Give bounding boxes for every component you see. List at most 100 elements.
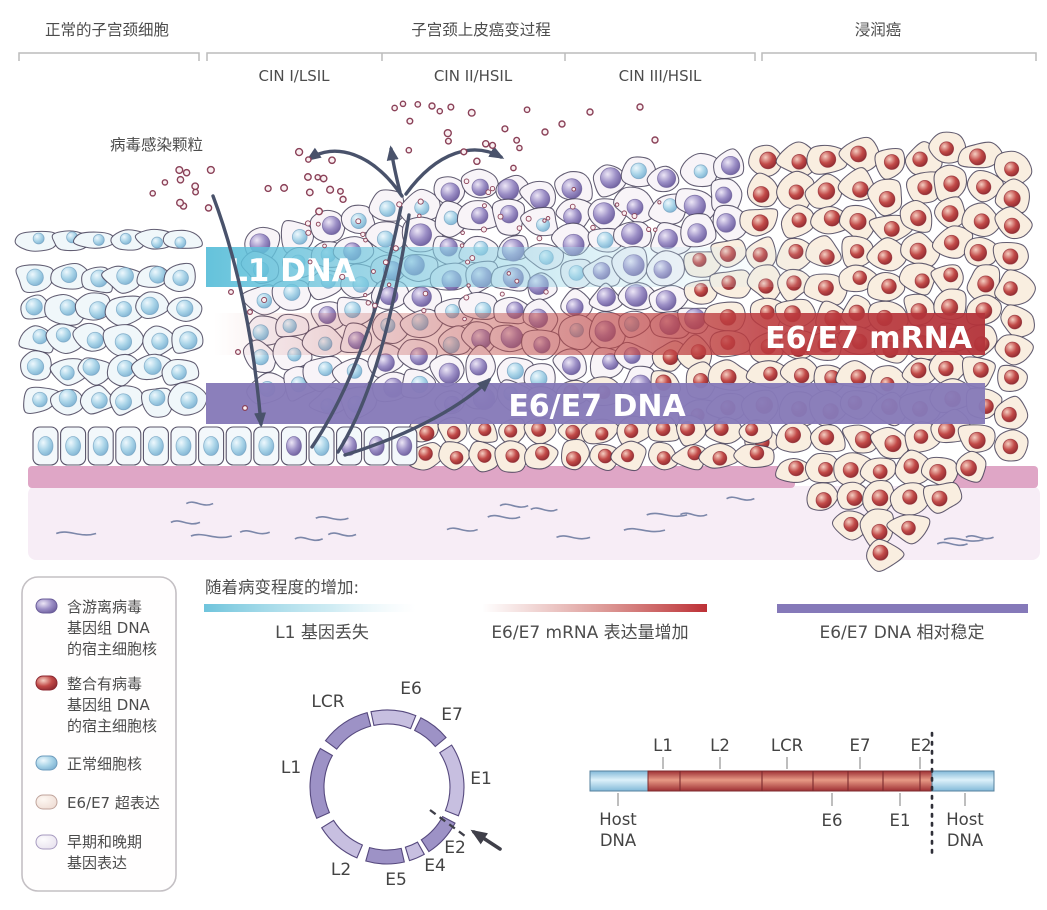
cell-nucleus [818,461,834,477]
cell-nucleus [58,388,78,408]
stroma-fiber [315,515,349,521]
cell-nucleus [32,391,48,408]
virus-particle [360,231,366,237]
cell-nucleus [478,422,492,437]
cell-nucleus [443,210,459,226]
virus-particle [558,120,566,128]
bracket-invasive [761,52,1037,61]
cell-nucleus [901,520,916,536]
cell-nucleus [850,145,867,163]
cell-nucleus [59,299,77,316]
cell-nucleus [258,436,275,456]
cell-nucleus [624,284,648,307]
cell-nucleus [852,181,869,198]
cell-nucleus [285,436,302,456]
legend-item-label: E6/E7 超表达 [67,794,160,812]
virus-particle [516,144,523,152]
cell-nucleus [91,392,108,409]
gene-label-e6: E6 [822,811,843,830]
virus-particle [235,349,242,356]
virus-particle [363,237,368,243]
cell-nucleus [120,436,137,456]
expression-bands: L1 DNA E6/E7 mRNA E6/E7 DNA [206,247,985,424]
stroma-fiber [55,531,97,536]
virus-particle [315,221,321,227]
cell-nucleus [446,425,461,440]
cell-nucleus [89,301,108,320]
virus-particle [501,125,509,133]
header-label-carcinogenesis: 子宫颈上皮癌变过程 [411,21,551,39]
cell-nucleus [871,489,889,507]
cell-nucleus [620,449,635,463]
cell-nucleus [1007,314,1023,330]
l1-loss-gradient-bar [204,604,416,612]
cell-nucleus [656,451,671,466]
virus-particle [543,289,549,295]
cell-nucleus [115,393,132,411]
cell-nucleus [784,426,801,444]
virus-particle [336,187,344,195]
replication-path-line-2 [336,213,411,454]
stroma-fiber [185,501,214,506]
virus-particles [149,100,662,412]
genome-segment-label-e2: E2 [444,838,466,858]
virus-particle [523,106,531,114]
cell-nucleus [379,200,396,217]
virus-particle [175,165,184,175]
progression-arrow [343,377,492,457]
cell-nucleus [230,436,247,456]
cell-nucleus [1004,369,1020,385]
stroma-fiber [190,533,232,539]
cell-nucleus [151,236,163,249]
cell-nucleus [872,464,888,480]
cell-nucleus [82,358,100,376]
legend-box: 含游离病毒 基因组 DNA 的宿主细胞核 整合有病毒 基因组 DNA 的宿主细胞… [21,576,177,892]
virus-particle [355,218,362,225]
cell-nucleus [1002,248,1019,265]
virus-particle [466,283,471,288]
cell-nucleus [469,357,488,376]
virus-particle [443,128,452,138]
cell-nucleus [140,296,159,316]
virus-particle [305,188,314,197]
virus-particle [586,108,594,116]
virus-particle [444,137,452,145]
gene-label-e7: E7 [850,736,871,755]
cell-nucleus [143,356,162,375]
genome-segment-label-e4: E4 [424,856,446,876]
cell-nucleus [596,287,616,307]
cell-nucleus [960,459,977,477]
genome-segment-label-e7: E7 [441,705,463,725]
cell-nucleus [788,460,804,477]
cell-nucleus [92,436,109,456]
cell-nucleus [849,213,867,231]
cell-nucleus [1003,217,1021,234]
cell-nucleus [929,463,947,482]
virus-particle [657,200,662,205]
cell-nucleus [662,198,678,213]
cell-nucleus [943,234,960,251]
virus-particle [421,308,427,314]
virus-particle [542,218,547,223]
cell-nucleus [321,215,342,235]
cell-nucleus [471,178,489,197]
host-dna-segment-right [931,770,995,792]
cell-nucleus [630,162,647,180]
cell-nucleus [910,362,927,379]
cell-nucleus [505,448,520,463]
virus-particle [371,269,376,274]
stroma-fiber [294,536,324,542]
cell-nucleus [1004,161,1020,177]
cell-nucleus [815,492,832,509]
cell-nucleus [657,168,677,188]
virus-particle [399,100,407,108]
cell-nucleus [910,209,927,227]
virus-particle [463,178,470,185]
virus-particle [206,165,215,175]
cell-nucleus [499,204,519,224]
cell-nucleus [32,328,48,345]
virus-particle [405,146,413,154]
virus-particle [161,179,169,186]
host-dna-label-right: DNA [947,831,984,850]
